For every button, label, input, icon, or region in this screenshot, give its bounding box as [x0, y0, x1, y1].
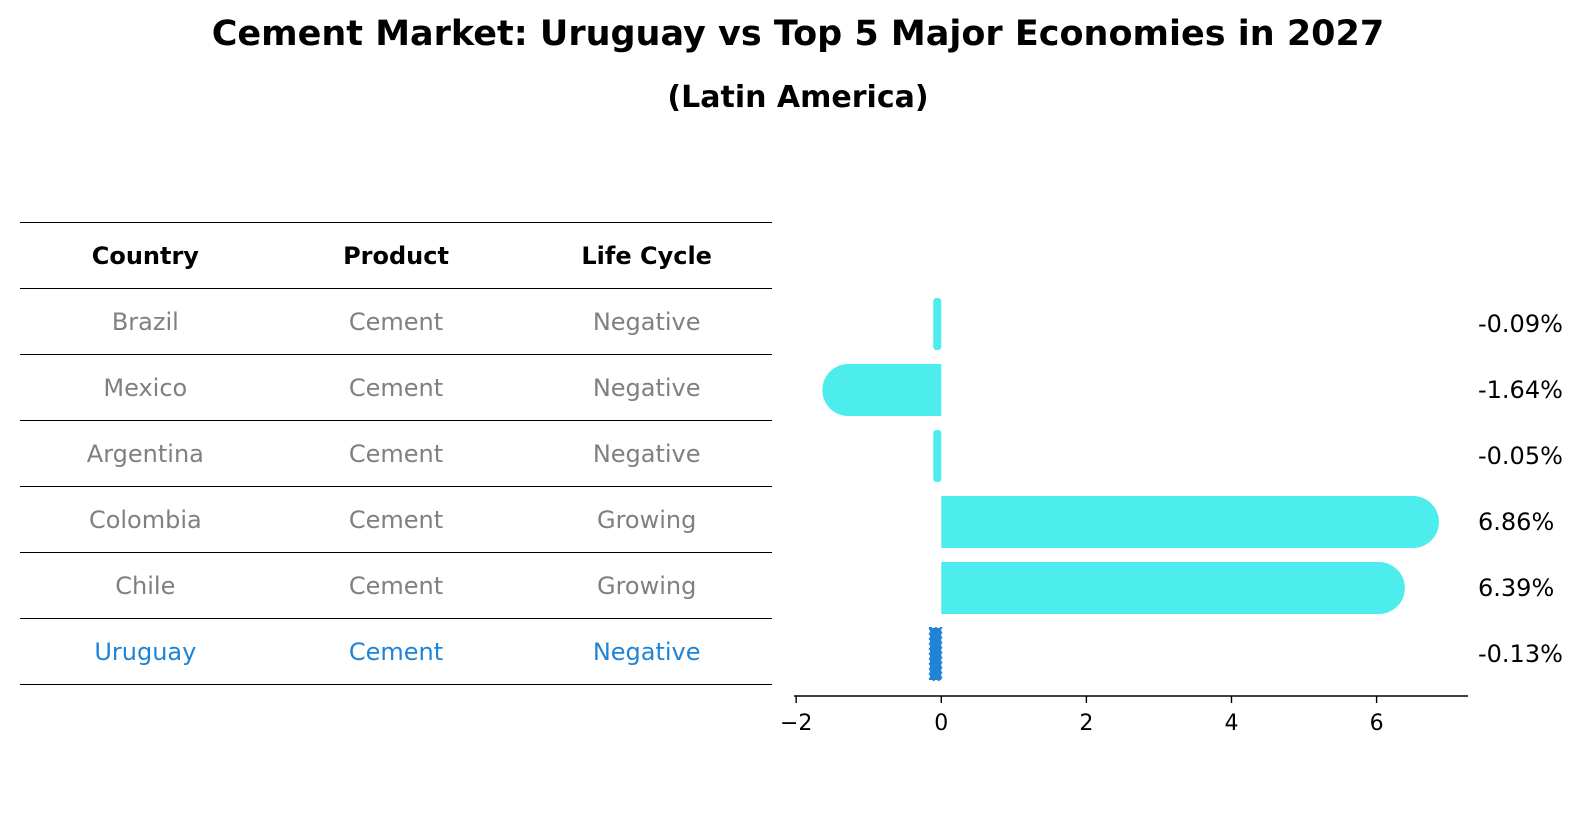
cell-country: Brazil	[111, 307, 179, 336]
x-tick-label: 4	[1224, 711, 1238, 736]
bar-colombia	[941, 496, 1439, 548]
cell-product: Cement	[348, 505, 444, 534]
market-table: Country Product Life Cycle Brazil Cement…	[20, 222, 772, 685]
cell-life-cycle: Growing	[596, 571, 697, 600]
cell-life-cycle: Negative	[592, 439, 701, 468]
cell-life-cycle: Negative	[592, 307, 701, 336]
table-row-highlighted: Uruguay Cement Negative	[20, 618, 772, 685]
cell-country: Chile	[115, 571, 176, 600]
header-life-cycle: Life Cycle	[581, 241, 712, 270]
value-label-brazil: -0.09%	[1478, 310, 1563, 338]
value-label-chile: 6.39%	[1478, 574, 1554, 602]
header-product: Product	[343, 241, 449, 270]
cell-country: Mexico	[103, 373, 188, 402]
value-label-colombia: 6.86%	[1478, 508, 1554, 536]
header-country: Country	[91, 241, 199, 270]
cell-country: Uruguay	[94, 637, 197, 666]
cell-product: Cement	[348, 307, 444, 336]
cell-life-cycle: Negative	[592, 637, 701, 666]
bar-group	[822, 298, 1439, 681]
bar-argentina	[933, 430, 942, 482]
cell-product: Cement	[348, 637, 444, 666]
table-row: Colombia Cement Growing	[20, 486, 772, 552]
chart-subtitle: (Latin America)	[667, 80, 929, 115]
bar-brazil	[933, 298, 942, 350]
cell-country: Colombia	[88, 505, 202, 534]
value-label-argentina: -0.05%	[1478, 442, 1563, 470]
cell-life-cycle: Negative	[592, 373, 701, 402]
x-tick-label: 6	[1370, 711, 1384, 736]
table-row: Argentina Cement Negative	[20, 420, 772, 486]
value-label-mexico: -1.64%	[1478, 376, 1563, 404]
chart-title: Cement Market: Uruguay vs Top 5 Major Ec…	[211, 14, 1385, 54]
x-tick-label: 0	[934, 711, 948, 736]
cell-product: Cement	[348, 571, 444, 600]
bar-mexico	[822, 364, 942, 416]
value-label-group: -0.09% -1.64% -0.05% 6.86% 6.39% -0.13%	[1478, 310, 1563, 668]
table-header-row: Country Product Life Cycle	[20, 222, 772, 288]
cell-country: Argentina	[86, 439, 204, 468]
cell-product: Cement	[348, 373, 444, 402]
table-row: Mexico Cement Negative	[20, 354, 772, 420]
table-row: Brazil Cement Negative	[20, 288, 772, 354]
table-row: Chile Cement Growing	[20, 552, 772, 618]
x-tick-label: −2	[780, 711, 812, 736]
cell-life-cycle: Growing	[596, 505, 697, 534]
value-label-uruguay: -0.13%	[1478, 640, 1563, 668]
x-tick-label: 2	[1079, 711, 1093, 736]
bar-uruguay	[928, 627, 943, 681]
cell-product: Cement	[348, 439, 444, 468]
bar-chile	[941, 562, 1405, 614]
x-axis: −2 0 2 4 6	[780, 695, 1468, 736]
